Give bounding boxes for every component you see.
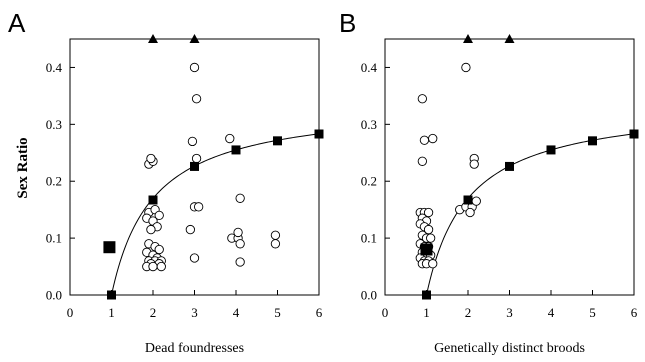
large-square-points	[103, 241, 116, 254]
expected-point	[422, 290, 431, 300]
observed-points	[142, 62, 281, 272]
y-axis-title: Sex Ratio	[15, 137, 31, 198]
observed-point	[193, 202, 204, 212]
large-square-point	[420, 243, 433, 256]
y-tick-label: 0.4	[46, 60, 63, 75]
large-square-points	[420, 243, 433, 256]
y-tick-label: 0.4	[361, 60, 378, 75]
x-tick-label: 1	[423, 305, 430, 320]
observed-point	[423, 224, 434, 235]
y-tick-label: 0.0	[46, 288, 62, 303]
observed-point	[465, 207, 475, 218]
panel-b-letter: B	[339, 8, 356, 38]
observed-point	[428, 259, 438, 269]
x-ticks: 0 1 2 3 4 5 6	[67, 290, 323, 320]
y-tick-label: 0.1	[46, 231, 62, 246]
x-axis-title: Dead foundresses	[145, 341, 244, 356]
observed-point	[225, 133, 235, 144]
large-square-point	[103, 241, 116, 254]
expected-point	[190, 161, 199, 171]
x-tick-label: 2	[465, 305, 472, 320]
observed-point	[191, 94, 202, 104]
observed-point	[417, 94, 427, 104]
observed-point	[154, 244, 164, 255]
y-ticks: 0.0 0.1 0.2 0.3 0.4	[361, 60, 390, 303]
x-tick-label: 1	[108, 305, 115, 320]
observed-point	[235, 239, 245, 249]
expected-point	[273, 136, 282, 146]
expected-point	[546, 145, 556, 155]
x-tick-label: 0	[67, 305, 74, 320]
observed-point	[419, 135, 430, 145]
observed-point	[187, 136, 198, 147]
expected-point	[314, 129, 324, 139]
triangle-marker	[148, 34, 158, 43]
triangle-marker	[504, 34, 515, 43]
y-tick-label: 0.1	[361, 231, 377, 246]
y-ticks: 0.0 0.1 0.2 0.3 0.4	[46, 60, 75, 303]
x-tick-label: 3	[506, 305, 513, 320]
observed-point	[235, 257, 245, 267]
observed-point	[469, 159, 479, 169]
observed-point	[233, 227, 243, 238]
expected-point	[505, 161, 514, 171]
triangle-marker	[463, 34, 473, 43]
observed-point	[189, 62, 200, 73]
observed-point	[270, 239, 281, 249]
observed-point	[154, 210, 164, 221]
x-tick-label: 5	[274, 305, 281, 320]
x-tick-label: 5	[589, 305, 596, 320]
x-axis-title: Genetically distinct broods	[434, 341, 585, 356]
observed-point	[417, 156, 427, 166]
x-tick-label: 0	[382, 305, 389, 320]
triangle-markers	[463, 34, 515, 43]
panel-b: B Genetically distinct broods 0.00.10.20…	[339, 8, 639, 356]
observed-point	[191, 153, 202, 164]
fitted-curve	[426, 133, 635, 296]
observed-points	[415, 62, 481, 269]
observed-point	[461, 62, 471, 73]
observed-point	[189, 253, 200, 263]
observed-point	[156, 261, 166, 272]
x-tick-label: 6	[631, 305, 638, 320]
observed-point	[148, 261, 158, 272]
expected-points	[107, 129, 324, 300]
observed-point	[423, 207, 434, 218]
observed-point	[428, 133, 438, 144]
observed-point	[185, 224, 196, 235]
expected-point	[629, 129, 639, 139]
expected-point	[463, 195, 473, 205]
panel-a: A Sex Ratio Dead foundresses 0.00.10.20.…	[8, 8, 324, 356]
triangle-marker	[189, 34, 200, 43]
observed-point	[146, 153, 156, 164]
y-tick-label: 0.0	[361, 288, 377, 303]
fitted-curve	[111, 133, 320, 296]
y-tick-label: 0.2	[46, 174, 62, 189]
triangle-markers	[148, 34, 200, 43]
y-tick-label: 0.2	[361, 174, 377, 189]
observed-point	[146, 224, 156, 235]
observed-point	[425, 233, 436, 243]
x-tick-label: 3	[191, 305, 198, 320]
observed-point	[471, 196, 481, 206]
observed-point	[270, 230, 281, 240]
y-tick-label: 0.3	[361, 117, 377, 132]
expected-point	[148, 195, 158, 205]
expected-point	[107, 290, 116, 300]
expected-point	[231, 145, 241, 155]
x-tick-label: 2	[150, 305, 157, 320]
x-tick-label: 6	[316, 305, 323, 320]
observed-point	[235, 193, 245, 203]
panel-a-letter: A	[8, 8, 26, 38]
expected-point	[588, 136, 597, 146]
y-tick-label: 0.3	[46, 117, 62, 132]
expected-points	[422, 129, 639, 300]
x-tick-label: 4	[233, 305, 240, 320]
x-tick-label: 4	[548, 305, 555, 320]
